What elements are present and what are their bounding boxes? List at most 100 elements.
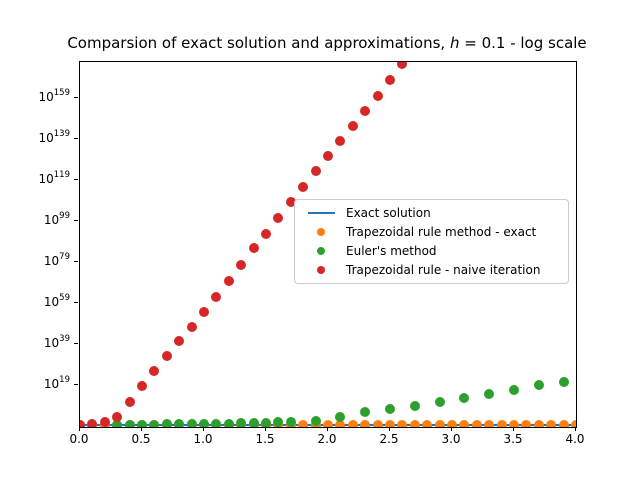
scatter-point-series-3 [161,351,172,362]
chart-title-prefix: Comparsion of exact solution and approxi… [67,34,450,52]
scatter-point-series-3 [248,243,259,254]
circle-marker-icon [317,266,325,274]
circle-marker-icon [317,247,325,255]
chart-title-math-var: h [449,34,460,52]
y-tick-exponent: 19 [59,374,70,385]
y-tick-exponent: 59 [59,292,70,303]
y-tick-mark [74,384,78,386]
x-tick-label: 2.0 [317,432,337,446]
y-tick-base: 10 [43,335,60,350]
y-tick-base: 10 [43,376,60,391]
y-tick-exponent: 39 [59,333,70,344]
scatter-point-series-1 [484,419,495,427]
y-tick-label: 10119 [24,170,70,186]
scatter-point-series-2 [149,419,160,427]
scatter-point-series-2 [459,393,470,404]
chart-title-suffix: = 0.1 - log scale [459,34,587,52]
scatter-point-series-2 [248,418,259,427]
scatter-point-series-2 [174,419,185,427]
scatter-point-series-1 [347,419,358,427]
scatter-point-series-1 [533,419,544,427]
legend-row: Trapezoidal rule method - exact [303,224,560,240]
scatter-point-series-2 [484,388,495,399]
x-tick-label: 3.5 [503,432,523,446]
legend: Exact solution Trapezoidal rule method - … [294,199,569,284]
y-tick-mark [74,302,78,304]
scatter-point-series-1 [558,419,569,427]
scatter-point-series-1 [509,419,519,427]
legend-label: Trapezoidal rule method - exact [346,225,537,239]
x-tick-mark [388,427,390,431]
scatter-point-series-3 [335,135,346,146]
legend-dot-sample [303,266,339,274]
scatter-point-series-3 [223,276,234,287]
scatter-point-series-2 [558,376,569,387]
x-tick-label: 4.0 [565,432,585,446]
y-tick-base: 10 [38,171,54,186]
scatter-point-series-2 [434,396,445,407]
y-tick-mark [74,97,78,99]
scatter-point-series-1 [409,419,420,427]
scatter-point-series-3 [385,75,395,86]
scatter-point-series-2 [124,419,135,427]
scatter-point-series-2 [261,417,271,427]
y-tick-base: 10 [43,253,60,268]
scatter-point-series-3 [124,396,135,407]
scatter-point-series-3 [261,228,271,239]
y-tick-label: 1079 [24,251,70,268]
scatter-point-series-3 [186,321,197,332]
legend-dot-sample [303,228,339,236]
plot-data-layer [80,62,576,427]
scatter-point-series-2 [409,400,420,411]
y-tick-base: 10 [43,212,60,227]
scatter-point-series-2 [199,419,209,427]
scatter-point-series-3 [310,165,321,176]
x-tick-mark [264,427,266,431]
scatter-point-series-3 [211,291,222,302]
scatter-point-series-3 [199,306,209,317]
y-tick-mark [74,261,78,263]
y-tick-base: 10 [38,130,54,145]
scatter-point-series-2 [310,416,321,427]
scatter-point-series-3 [149,366,160,377]
scatter-point-series-3 [174,336,185,347]
scatter-point-series-1 [471,419,482,427]
scatter-point-series-3 [372,90,383,101]
scatter-point-series-2 [211,418,222,427]
legend-dot-sample [303,247,339,255]
plot-area: Exact solution Trapezoidal rule method - … [79,61,577,428]
scatter-point-series-1 [385,419,395,427]
legend-line-sample [303,212,339,214]
y-tick-label: 10139 [24,128,70,145]
scatter-point-series-1 [434,419,445,427]
x-tick-label: 2.5 [379,432,399,446]
x-tick-label: 3.0 [441,432,461,446]
scatter-point-series-1 [496,419,507,427]
scatter-point-series-1 [323,419,333,427]
legend-label: Exact solution [346,206,431,220]
x-tick-label: 1.5 [255,432,275,446]
y-tick-label: 10159 [24,88,70,104]
scatter-point-series-1 [397,419,408,427]
y-tick-mark [74,138,78,140]
y-tick-exponent: 79 [59,251,70,262]
scatter-point-series-1 [335,419,346,427]
y-tick-label: 1039 [24,333,70,350]
scatter-point-series-2 [273,417,284,427]
line-marker-icon [307,212,335,214]
x-tick-mark [202,427,204,431]
x-tick-mark [78,427,80,431]
scatter-point-series-1 [298,419,309,427]
scatter-point-series-2 [285,416,296,427]
legend-label: Euler's method [346,244,437,258]
scatter-point-series-3 [397,62,408,70]
x-tick-mark [512,427,514,431]
scatter-point-series-1 [447,419,457,427]
y-tick-exponent: 139 [53,128,70,139]
scatter-point-series-3 [87,419,98,427]
scatter-point-series-1 [372,419,383,427]
scatter-point-series-1 [360,419,371,427]
x-tick-mark [574,427,576,431]
legend-row: Exact solution [303,205,560,221]
x-tick-label: 0.0 [69,432,89,446]
